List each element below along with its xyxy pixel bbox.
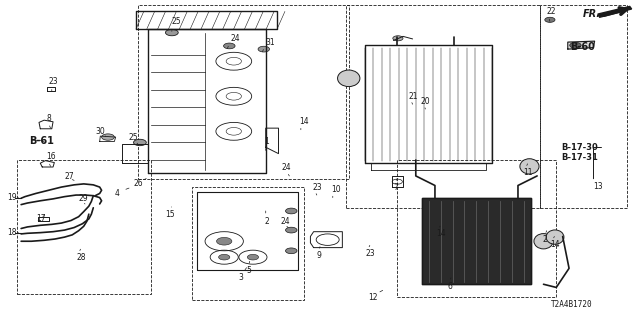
Text: B-61: B-61 — [29, 136, 54, 146]
Text: 9: 9 — [317, 251, 322, 260]
Text: 25: 25 — [129, 133, 138, 142]
Text: 22: 22 — [547, 7, 556, 16]
Circle shape — [285, 227, 297, 233]
Bar — [540, 5, 627, 208]
Circle shape — [166, 29, 178, 36]
Text: 23: 23 — [312, 183, 322, 192]
Text: 13: 13 — [593, 182, 603, 191]
Circle shape — [545, 17, 555, 22]
Text: 20: 20 — [421, 97, 431, 106]
Text: 6: 6 — [448, 282, 452, 291]
Text: 14: 14 — [300, 117, 309, 126]
Text: 12: 12 — [368, 293, 378, 302]
Text: 2: 2 — [542, 235, 547, 244]
Text: 7: 7 — [394, 183, 398, 192]
Ellipse shape — [534, 234, 553, 249]
Bar — [192, 187, 304, 300]
Text: 30: 30 — [95, 127, 105, 136]
Ellipse shape — [337, 70, 360, 87]
Text: 18: 18 — [7, 228, 17, 237]
Ellipse shape — [546, 230, 564, 244]
Text: 24: 24 — [230, 35, 240, 44]
Circle shape — [219, 254, 230, 260]
Text: 4: 4 — [115, 189, 119, 198]
Text: 10: 10 — [332, 185, 341, 194]
Circle shape — [393, 36, 403, 41]
Text: T2A4B1720: T2A4B1720 — [551, 300, 593, 309]
Text: 16: 16 — [47, 152, 56, 161]
Polygon shape — [598, 6, 632, 17]
Circle shape — [285, 248, 297, 254]
Text: 26: 26 — [134, 180, 143, 188]
Text: 25: 25 — [172, 17, 182, 26]
Text: 21: 21 — [408, 92, 418, 101]
Text: 1: 1 — [264, 137, 269, 146]
Text: 24: 24 — [280, 217, 290, 226]
Text: 24: 24 — [282, 164, 291, 172]
Text: 27: 27 — [65, 172, 74, 181]
Text: FR.: FR. — [583, 9, 601, 19]
Circle shape — [258, 46, 269, 52]
Bar — [397, 160, 556, 297]
Text: 11: 11 — [523, 168, 532, 177]
Polygon shape — [568, 41, 595, 49]
Text: 2: 2 — [264, 217, 269, 226]
Text: 15: 15 — [166, 210, 175, 219]
Text: B-17-30: B-17-30 — [561, 143, 598, 152]
Text: B-17-31: B-17-31 — [561, 153, 598, 162]
Text: 23: 23 — [49, 77, 58, 86]
Bar — [346, 5, 540, 208]
Text: 3: 3 — [238, 273, 243, 282]
Bar — [17, 160, 151, 294]
Bar — [138, 5, 349, 179]
Circle shape — [102, 134, 115, 140]
Circle shape — [216, 237, 232, 245]
Polygon shape — [422, 198, 531, 284]
Text: 28: 28 — [76, 253, 86, 262]
Text: 5: 5 — [246, 266, 252, 275]
Text: B-60: B-60 — [570, 42, 595, 52]
Circle shape — [247, 254, 259, 260]
Ellipse shape — [520, 159, 539, 174]
Text: 23: 23 — [366, 250, 376, 259]
Text: 14: 14 — [436, 229, 446, 238]
Text: 17: 17 — [36, 214, 45, 223]
Text: 14: 14 — [550, 240, 559, 249]
Text: 31: 31 — [266, 38, 275, 47]
Circle shape — [134, 139, 147, 146]
Circle shape — [285, 208, 297, 214]
Text: 8: 8 — [47, 114, 51, 123]
Text: 29: 29 — [79, 194, 88, 204]
Text: 19: 19 — [7, 193, 17, 202]
Circle shape — [570, 43, 581, 48]
Circle shape — [223, 43, 235, 49]
